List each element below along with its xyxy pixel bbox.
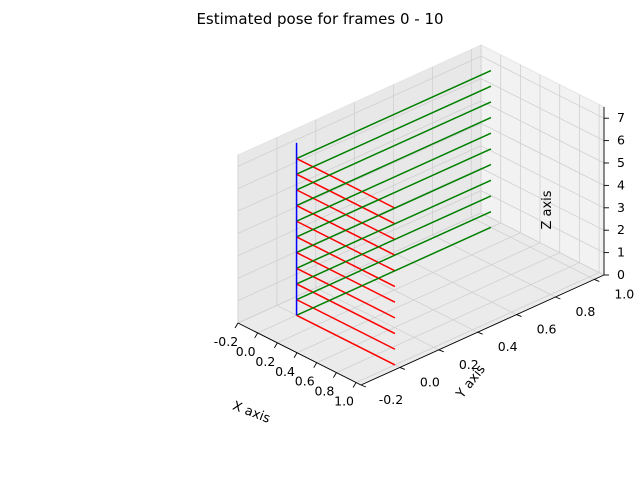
- y-tick-mark: [555, 297, 560, 299]
- z-tick-label: 7: [617, 110, 625, 125]
- x-tick-mark: [333, 373, 336, 378]
- y-tick-mark: [478, 332, 483, 334]
- x-tick-label: 0.2: [255, 354, 275, 369]
- y-tick-mark: [594, 279, 599, 281]
- z-tick-label: 4: [617, 177, 625, 192]
- z-tick-label: 2: [617, 222, 625, 237]
- y-tick-mark: [400, 367, 405, 369]
- z-tick-label: 5: [617, 155, 625, 170]
- x-tick-mark: [235, 323, 238, 328]
- z-tick-label: 0: [617, 267, 625, 282]
- x-tick-mark: [353, 383, 356, 388]
- x-tick-label: 0.8: [314, 384, 334, 399]
- x-tick-label: 1.0: [334, 394, 354, 409]
- x-tick-mark: [314, 363, 317, 368]
- x-tick-label: 0.0: [236, 344, 256, 359]
- z-axis-label: Z axis: [540, 190, 555, 229]
- y-tick-label: 1.0: [614, 286, 634, 301]
- z-tick-label: 3: [617, 200, 625, 215]
- x-tick-label: 0.6: [295, 374, 315, 389]
- y-tick-label: 0.8: [575, 304, 595, 319]
- chart-title: Estimated pose for frames 0 - 10: [196, 10, 443, 28]
- y-tick-label: 0.0: [420, 374, 440, 389]
- x-axis-label: X axis: [230, 399, 272, 427]
- y-tick-label: 0.6: [537, 322, 557, 337]
- x-tick-mark: [294, 353, 297, 358]
- y-tick-mark: [361, 385, 366, 387]
- y-tick-label: 0.4: [498, 339, 518, 354]
- x-tick-mark: [255, 333, 258, 338]
- x-tick-label: -0.2: [214, 334, 238, 349]
- y-tick-label: -0.2: [379, 392, 403, 407]
- y-tick-mark: [439, 350, 444, 352]
- z-tick-label: 6: [617, 133, 625, 148]
- z-tick-label: 1: [617, 245, 625, 260]
- x-tick-label: 0.4: [275, 364, 295, 379]
- x-tick-mark: [274, 343, 277, 348]
- y-tick-mark: [517, 315, 522, 317]
